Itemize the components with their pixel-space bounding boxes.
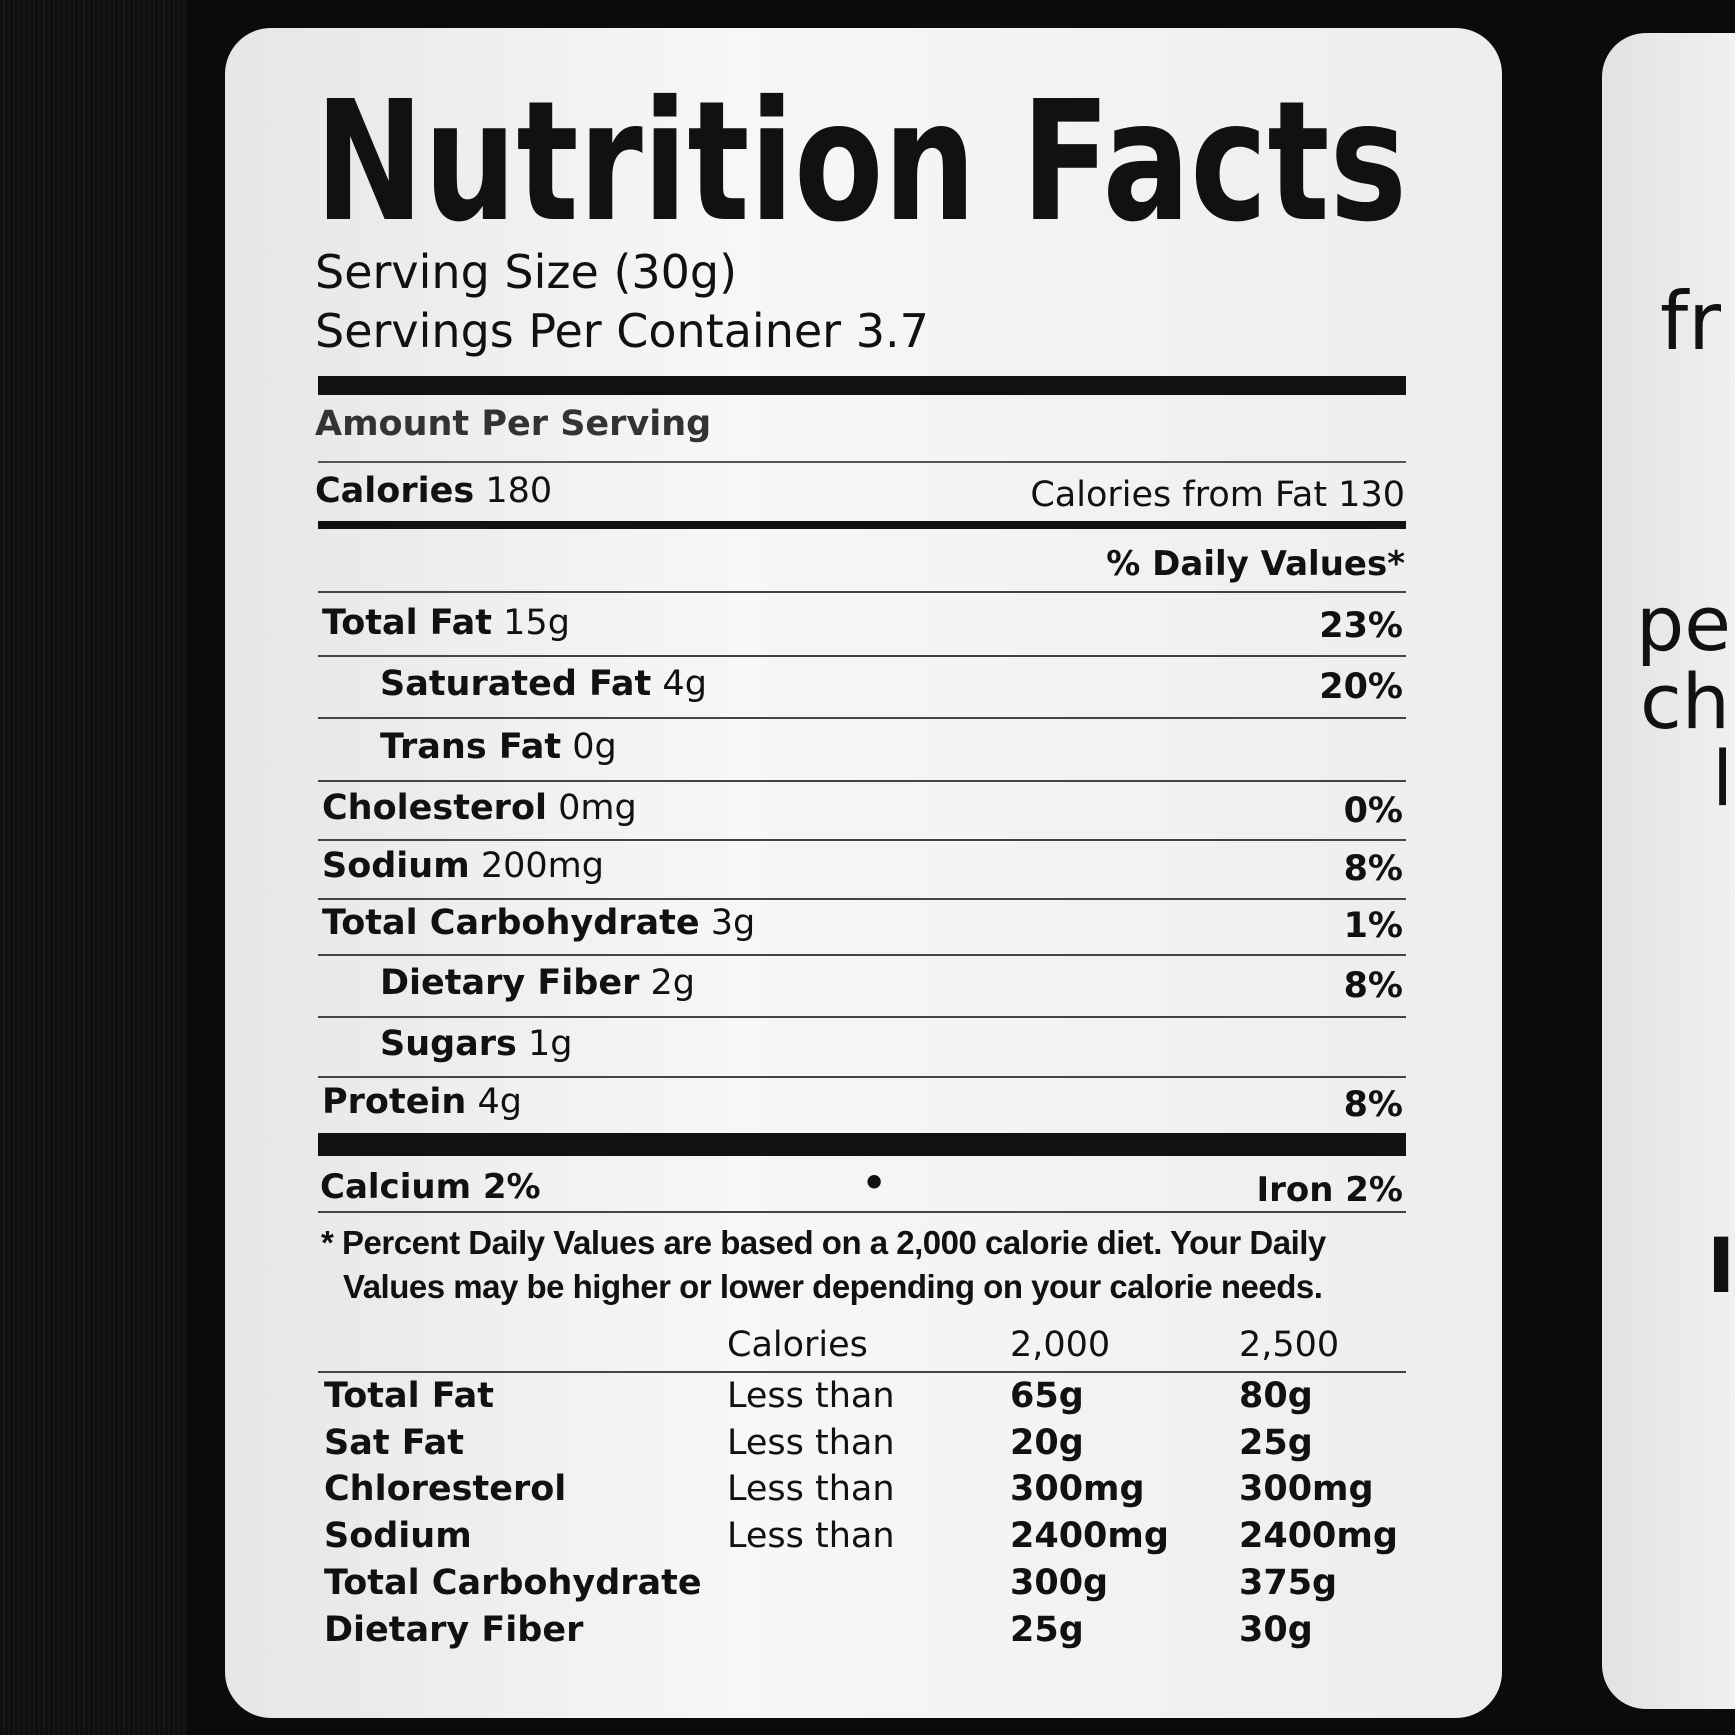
table-cell: Less than — [727, 1516, 895, 1556]
divider — [318, 717, 1406, 719]
table-header-cell: 2,500 — [1239, 1325, 1340, 1365]
calories-row: Calories 180 — [315, 474, 552, 509]
nutrient-amount: 2g — [650, 963, 696, 1003]
calories-from-fat: Calories from Fat 130 — [1030, 475, 1405, 515]
text-fragment: ch — [1640, 657, 1730, 746]
divider — [318, 954, 1406, 956]
nutrient-row: Sodium 200mg — [322, 849, 604, 884]
daily-values-header: % Daily Values* — [1106, 544, 1405, 584]
divider — [318, 839, 1406, 841]
table-cell: 2400mg — [1239, 1516, 1398, 1556]
nutrient-daily-value: 23% — [1319, 606, 1403, 646]
footnote-line-2: Values may be higher or lower depending … — [343, 1268, 1323, 1305]
amount-per-serving: Amount Per Serving — [315, 404, 712, 444]
calories-value: 180 — [485, 471, 553, 511]
nutrient-name: Sugars — [380, 1024, 517, 1064]
nutrient-amount: 4g — [662, 664, 707, 704]
calories-label: Calories — [315, 471, 475, 511]
serving-size: Serving Size (30g) — [315, 245, 738, 299]
nutrient-row: Dietary Fiber 2g — [380, 966, 695, 1001]
nutrient-amount: 3g — [710, 903, 756, 943]
divider — [318, 591, 1406, 593]
nutrient-name: Total Fat — [322, 603, 493, 643]
table-cell: Less than — [727, 1376, 895, 1416]
nutrient-row: Cholesterol 0mg — [322, 791, 637, 826]
divider-thick — [318, 1133, 1406, 1156]
table-cell: Less than — [727, 1423, 895, 1463]
table-cell: 300mg — [1239, 1469, 1374, 1509]
nutrient-row: Saturated Fat 4g — [380, 667, 707, 702]
nutrient-daily-value: 0% — [1343, 791, 1403, 831]
divider — [318, 780, 1406, 782]
adjacent-panel: fr pe ch l I — [1602, 33, 1735, 1709]
table-divider — [318, 1371, 1406, 1373]
table-cell: 300g — [1010, 1563, 1109, 1603]
nutrient-amount: 200mg — [480, 846, 604, 886]
nutrient-name: Trans Fat — [380, 727, 562, 767]
calcium: Calcium 2% — [320, 1167, 541, 1207]
servings-per-container: Servings Per Container 3.7 — [315, 304, 929, 358]
text-fragment: l — [1712, 734, 1734, 823]
divider — [318, 1211, 1406, 1213]
footnote-line-1: * Percent Daily Values are based on a 2,… — [321, 1224, 1326, 1261]
nutrient-row: Protein 4g — [322, 1085, 522, 1120]
divider-medium — [318, 521, 1406, 529]
iron: Iron 2% — [1256, 1170, 1403, 1210]
nutrient-daily-value: 8% — [1343, 1085, 1403, 1125]
nutrient-name: Protein — [322, 1082, 467, 1122]
divider — [318, 655, 1406, 657]
table-cell: 30g — [1239, 1610, 1313, 1650]
nutrient-amount: 1g — [528, 1024, 573, 1064]
title-text: Nutrition Facts — [315, 77, 1407, 232]
package-texture — [0, 0, 188, 1735]
nutrient-row: Total Carbohydrate 3g — [322, 906, 755, 941]
table-cell: 375g — [1239, 1563, 1338, 1603]
table-cell: Dietary Fiber — [324, 1610, 584, 1650]
table-cell: 2400mg — [1010, 1516, 1169, 1556]
nutrient-row: Trans Fat 0g — [380, 730, 617, 765]
table-cell: Sodium — [324, 1516, 472, 1556]
nutrient-amount: 0mg — [558, 788, 637, 828]
bullet-separator: • — [862, 1161, 887, 1205]
table-cell: Less than — [727, 1469, 895, 1509]
table-cell: Sat Fat — [324, 1423, 464, 1463]
table-cell: 80g — [1239, 1376, 1313, 1416]
nutrient-name: Sodium — [322, 846, 470, 886]
text-fragment: fr — [1660, 275, 1722, 368]
table-cell: 25g — [1010, 1610, 1084, 1650]
nutrient-daily-value: 1% — [1343, 906, 1403, 946]
table-cell: 25g — [1239, 1423, 1313, 1463]
table-cell: Total Fat — [324, 1376, 495, 1416]
table-cell: 65g — [1010, 1376, 1084, 1416]
nutrient-amount: 15g — [503, 603, 570, 643]
table-header-cell: Calories — [727, 1325, 868, 1365]
table-header-cell: 2,000 — [1010, 1325, 1111, 1365]
divider-thick — [318, 376, 1406, 395]
nutrient-name: Dietary Fiber — [380, 963, 640, 1003]
table-cell: Total Carbohydrate — [324, 1563, 702, 1603]
nutrient-name: Cholesterol — [322, 788, 547, 828]
divider — [318, 898, 1406, 900]
nutrient-row: Total Fat 15g — [322, 606, 570, 641]
text-fragment: I — [1707, 1221, 1735, 1310]
nutrient-name: Total Carbohydrate — [322, 903, 700, 943]
nutrient-daily-value: 8% — [1343, 849, 1403, 889]
table-cell: 20g — [1010, 1423, 1084, 1463]
table-cell: 300mg — [1010, 1469, 1145, 1509]
divider — [318, 1076, 1406, 1078]
nutrient-daily-value: 20% — [1319, 667, 1403, 707]
table-cell: Chloresterol — [324, 1469, 567, 1509]
divider — [318, 461, 1406, 463]
nutrient-amount: 4g — [477, 1082, 522, 1122]
nutrient-name: Saturated Fat — [380, 664, 652, 704]
nutrient-row: Sugars 1g — [380, 1027, 573, 1062]
nutrition-label — [225, 28, 1502, 1718]
title: Nutrition Facts — [315, 77, 1407, 232]
nutrient-daily-value: 8% — [1343, 966, 1403, 1006]
nutrient-amount: 0g — [572, 727, 617, 767]
text-fragment: pe — [1636, 579, 1731, 668]
divider — [318, 1016, 1406, 1018]
